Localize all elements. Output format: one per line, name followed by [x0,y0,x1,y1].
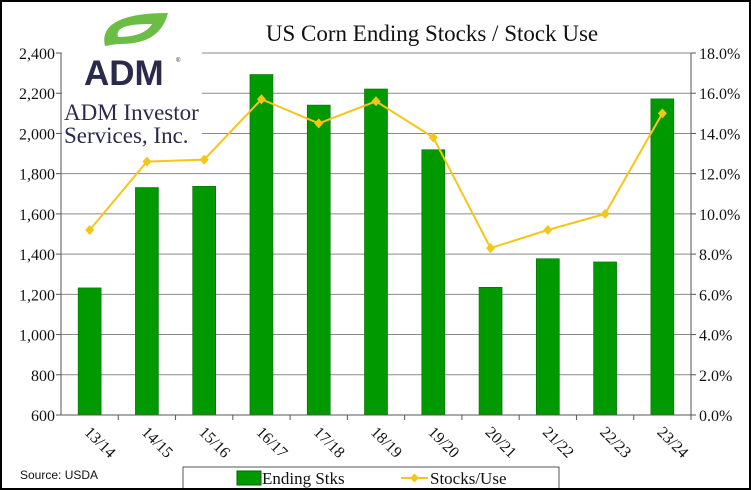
left-tick-label: 2,200 [19,86,55,103]
right-tick-label: 6.0% [699,287,732,304]
stocks-use-point-22-23 [600,208,610,219]
stocks-use-point-13-14 [85,224,95,235]
stocks-use-point-17-18 [314,118,324,129]
stocks-use-point-18-19 [371,96,381,107]
right-tick-label: 8.0% [699,247,732,264]
right-tick-label: 18.0% [699,46,740,63]
stocks-use-point-19-20 [428,132,438,143]
source-label: Source: USDA [20,468,98,482]
stocks-use-point-21-22 [543,224,553,235]
right-tick-label: 14.0% [699,126,740,143]
logo-brand: ADM [84,54,164,93]
legend: Ending Stks Stocks/Use [182,466,560,490]
right-tick-label: 10.0% [699,207,740,224]
left-tick-label: 1,000 [19,328,55,345]
right-tick-label: 16.0% [699,86,740,103]
left-tick-label: 1,800 [19,167,55,184]
logo-name-line1: ADM Investor [64,100,199,125]
left-tick-label: 2,000 [19,126,55,143]
chart-title: US Corn Ending Stocks / Stock Use [266,21,598,46]
adm-logo: ADM ® ADM Investor Services, Inc. [62,8,202,150]
right-tick-label: 0.0% [699,408,732,425]
left-tick-label: 1,200 [19,287,55,304]
legend-marker-stocks-use [410,473,419,483]
left-tick-label: 600 [31,408,55,425]
stocks-use-point-14-15 [142,156,152,167]
legend-swatch-ending-stks [236,470,262,486]
left-tick-label: 1,600 [19,207,55,224]
left-tick-label: 800 [31,368,55,385]
left-tick-label: 1,400 [19,247,55,264]
bars [77,74,675,416]
right-tick-label: 4.0% [699,328,732,345]
stocks-use-point-23-24 [657,108,667,119]
left-tick-label: 2,400 [19,46,55,63]
registered-mark: ® [176,57,181,64]
stocks-use-point-15-16 [199,154,209,165]
right-tick-label: 12.0% [699,167,740,184]
leaf-icon [104,13,168,46]
stocks-use-point-16-17 [256,94,266,105]
legend-label-stocks-use: Stocks/Use [430,469,507,488]
logo-name-line2: Services, Inc. [64,123,189,148]
axes [56,52,696,420]
right-tick-label: 2.0% [699,368,732,385]
stocks-use-point-20-21 [486,243,496,254]
stocks-use-line [85,94,667,254]
legend-label-ending-stks: Ending Stks [262,469,345,488]
